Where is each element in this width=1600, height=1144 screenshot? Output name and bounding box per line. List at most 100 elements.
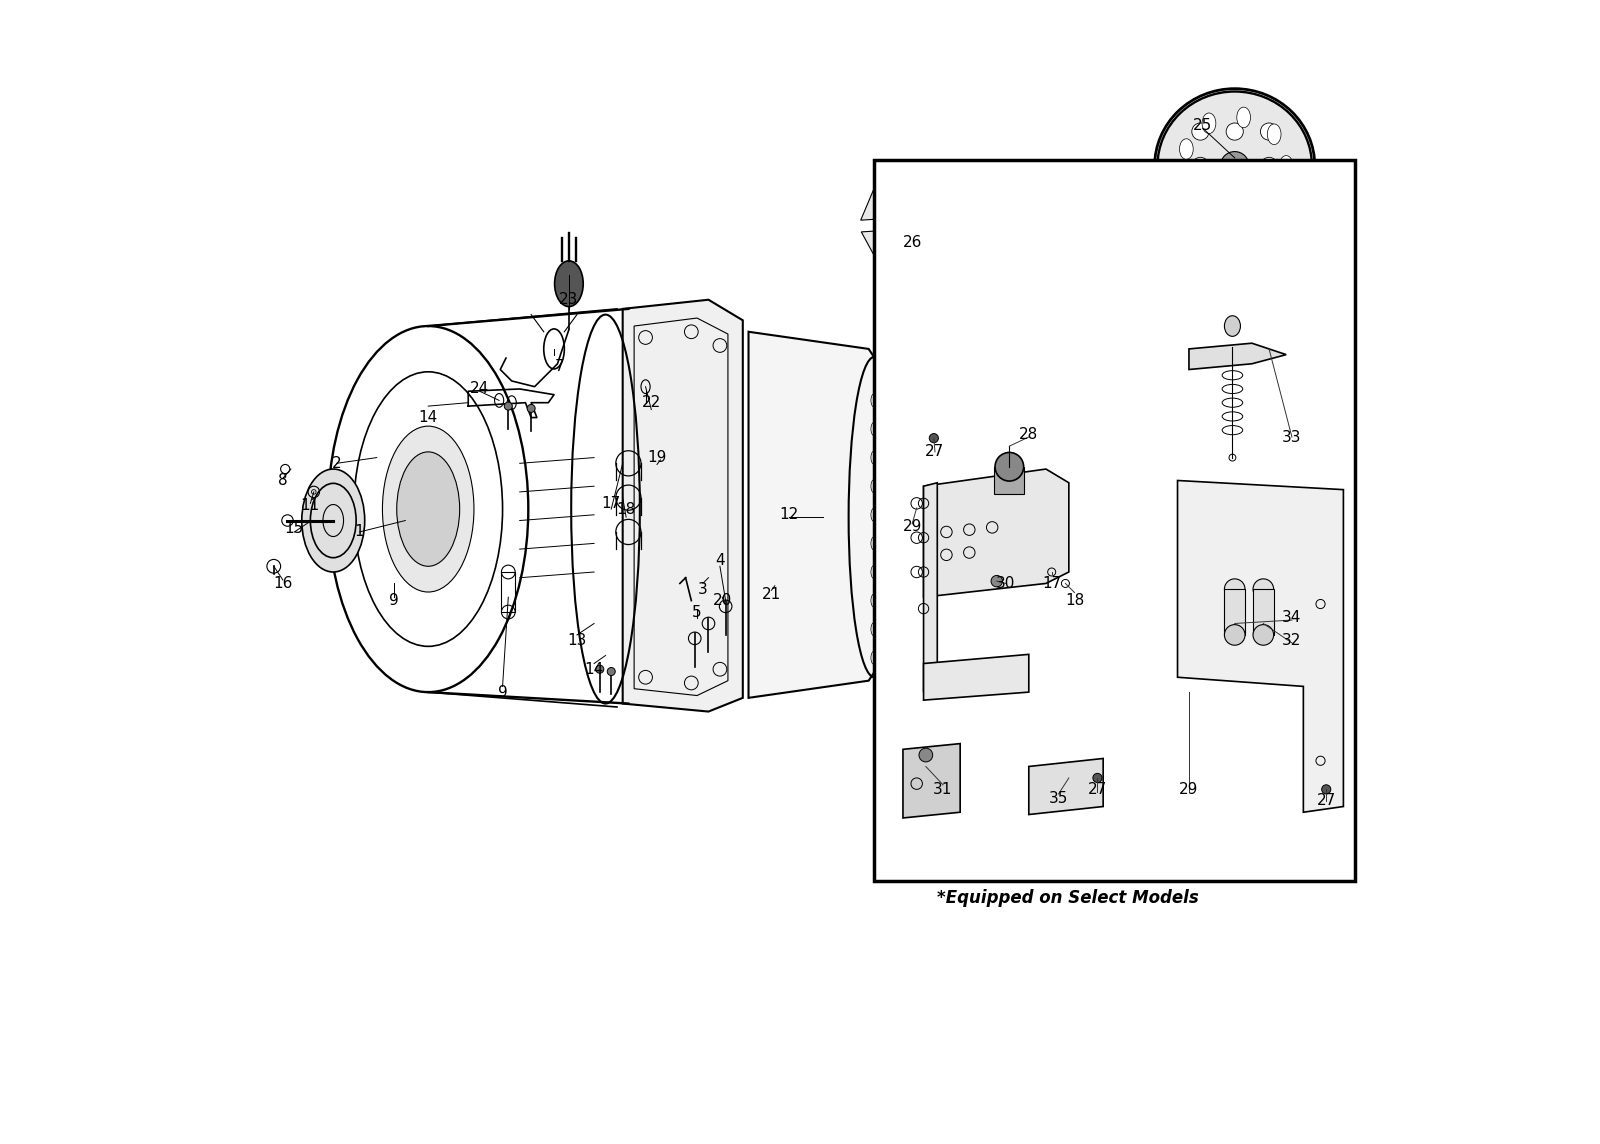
Ellipse shape <box>1253 579 1274 599</box>
Bar <box>874 160 1355 881</box>
Ellipse shape <box>302 469 365 572</box>
Ellipse shape <box>1192 157 1210 175</box>
Ellipse shape <box>1261 122 1278 140</box>
Text: 15: 15 <box>285 521 304 537</box>
Polygon shape <box>861 183 907 220</box>
Ellipse shape <box>1221 152 1250 180</box>
Ellipse shape <box>1261 191 1278 209</box>
Text: 18: 18 <box>616 501 635 517</box>
Text: 13: 13 <box>568 633 587 649</box>
Text: 32: 32 <box>1282 633 1302 649</box>
Text: 19: 19 <box>648 450 667 466</box>
Ellipse shape <box>608 668 616 676</box>
Text: 35: 35 <box>1050 791 1069 807</box>
Text: 5: 5 <box>693 604 702 620</box>
Ellipse shape <box>1224 316 1240 336</box>
Ellipse shape <box>990 575 1003 587</box>
Bar <box>1253 589 1274 635</box>
Ellipse shape <box>1226 191 1243 209</box>
Ellipse shape <box>1253 625 1274 645</box>
Text: 27: 27 <box>1088 781 1107 797</box>
Text: 20: 20 <box>712 593 731 609</box>
Polygon shape <box>861 229 907 268</box>
Ellipse shape <box>1261 157 1278 175</box>
Text: 24: 24 <box>470 381 490 397</box>
Ellipse shape <box>1192 122 1210 140</box>
Polygon shape <box>885 164 925 209</box>
Text: 21: 21 <box>762 587 781 603</box>
Text: 2: 2 <box>331 455 341 471</box>
Text: 29: 29 <box>902 518 922 534</box>
Text: 7: 7 <box>555 358 565 374</box>
Ellipse shape <box>1226 157 1243 175</box>
Text: 14: 14 <box>584 661 603 677</box>
Text: 34: 34 <box>1282 610 1302 626</box>
Ellipse shape <box>1192 191 1210 209</box>
Ellipse shape <box>1267 124 1282 144</box>
Ellipse shape <box>595 666 603 673</box>
Ellipse shape <box>382 426 474 593</box>
Text: 33: 33 <box>1282 429 1302 445</box>
Ellipse shape <box>1179 173 1194 193</box>
Polygon shape <box>749 332 880 698</box>
Text: 4: 4 <box>715 553 725 569</box>
Ellipse shape <box>930 434 939 443</box>
Text: 30: 30 <box>997 575 1016 591</box>
Ellipse shape <box>555 261 584 307</box>
Text: 9: 9 <box>389 593 398 609</box>
Text: 14: 14 <box>419 410 438 426</box>
Bar <box>1224 589 1245 635</box>
Ellipse shape <box>1224 625 1245 645</box>
Polygon shape <box>928 166 970 213</box>
Text: 9: 9 <box>498 684 507 700</box>
Text: 25: 25 <box>1194 118 1213 134</box>
Polygon shape <box>923 654 1029 700</box>
Polygon shape <box>890 237 931 281</box>
Ellipse shape <box>1267 188 1282 208</box>
Ellipse shape <box>1093 773 1102 782</box>
Ellipse shape <box>1179 138 1194 159</box>
Text: 26: 26 <box>902 235 922 251</box>
Ellipse shape <box>1202 198 1216 219</box>
Text: 16: 16 <box>274 575 293 591</box>
Ellipse shape <box>504 403 512 411</box>
Ellipse shape <box>397 452 459 566</box>
Text: 31: 31 <box>933 781 952 797</box>
Polygon shape <box>1189 343 1286 370</box>
Polygon shape <box>923 483 938 692</box>
Polygon shape <box>1178 480 1344 812</box>
Text: 27: 27 <box>1317 793 1336 809</box>
Ellipse shape <box>1157 92 1312 240</box>
Text: 28: 28 <box>1019 427 1038 443</box>
Ellipse shape <box>1226 122 1243 140</box>
Text: 11: 11 <box>301 498 320 514</box>
Text: 8: 8 <box>278 472 288 488</box>
Polygon shape <box>928 233 973 278</box>
Text: *Equipped on Select Models: *Equipped on Select Models <box>938 889 1198 907</box>
Ellipse shape <box>1224 579 1245 599</box>
Polygon shape <box>622 300 742 712</box>
Ellipse shape <box>1322 785 1331 794</box>
Text: 12: 12 <box>779 507 798 523</box>
Text: 18: 18 <box>1066 593 1085 609</box>
Text: 27: 27 <box>925 444 944 460</box>
Ellipse shape <box>1280 156 1293 176</box>
Text: 3: 3 <box>698 581 707 597</box>
Bar <box>501 572 515 612</box>
Text: 22: 22 <box>642 395 661 411</box>
Ellipse shape <box>918 748 933 762</box>
Text: 1: 1 <box>355 524 365 540</box>
Text: 17: 17 <box>1042 575 1061 591</box>
Text: 29: 29 <box>1179 781 1198 797</box>
Ellipse shape <box>906 208 934 238</box>
Polygon shape <box>902 744 960 818</box>
Ellipse shape <box>995 453 1024 480</box>
Polygon shape <box>923 469 1069 597</box>
Text: 23: 23 <box>560 292 579 308</box>
Polygon shape <box>934 200 978 240</box>
Polygon shape <box>1029 758 1102 815</box>
Ellipse shape <box>1237 108 1251 128</box>
Text: 17: 17 <box>602 495 621 511</box>
Ellipse shape <box>1237 204 1251 224</box>
Ellipse shape <box>1202 113 1216 134</box>
